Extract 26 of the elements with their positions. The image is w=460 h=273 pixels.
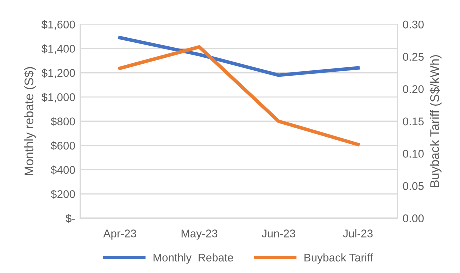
y-tick-label: $600 bbox=[51, 142, 76, 151]
y-tick-label: $1,600 bbox=[42, 20, 76, 30]
y-tick-label: $1,200 bbox=[42, 68, 76, 78]
x-tick-label: Jul-23 bbox=[343, 230, 373, 238]
y2-tick-label: 0.15 bbox=[403, 118, 424, 126]
line-series bbox=[118, 45, 360, 146]
x-tick-label: Apr-23 bbox=[104, 230, 136, 240]
y2-tick-label: 0.30 bbox=[403, 20, 424, 29]
y-tick-label: $800 bbox=[51, 117, 76, 126]
y-tick-label: $400 bbox=[51, 166, 76, 175]
y2-tick-label: 0.10 bbox=[403, 150, 424, 158]
y2-tick-label: 0.05 bbox=[403, 182, 424, 190]
x-tick-label: May-23 bbox=[182, 230, 218, 240]
legend-label: Monthly Rebate bbox=[154, 254, 234, 264]
y-axis-title: Monthly rebate (S$) bbox=[24, 67, 36, 176]
line-series bbox=[118, 36, 360, 78]
y2-tick-label: 0.25 bbox=[403, 53, 424, 62]
legend-label: Buyback Tariff bbox=[304, 254, 374, 264]
y-tick-label: $- bbox=[66, 214, 76, 224]
y2-tick-label: 0.20 bbox=[403, 85, 424, 94]
y2-tick-label: 0.00 bbox=[403, 214, 424, 223]
y-tick-label: $1,400 bbox=[42, 44, 76, 54]
y2-axis-title: Buyback Tariff (S$/kWh) bbox=[430, 55, 442, 188]
x-tick-label: Jun-23 bbox=[262, 230, 296, 238]
y-tick-label: $1,000 bbox=[42, 93, 76, 103]
y-tick-label: $200 bbox=[51, 190, 76, 199]
